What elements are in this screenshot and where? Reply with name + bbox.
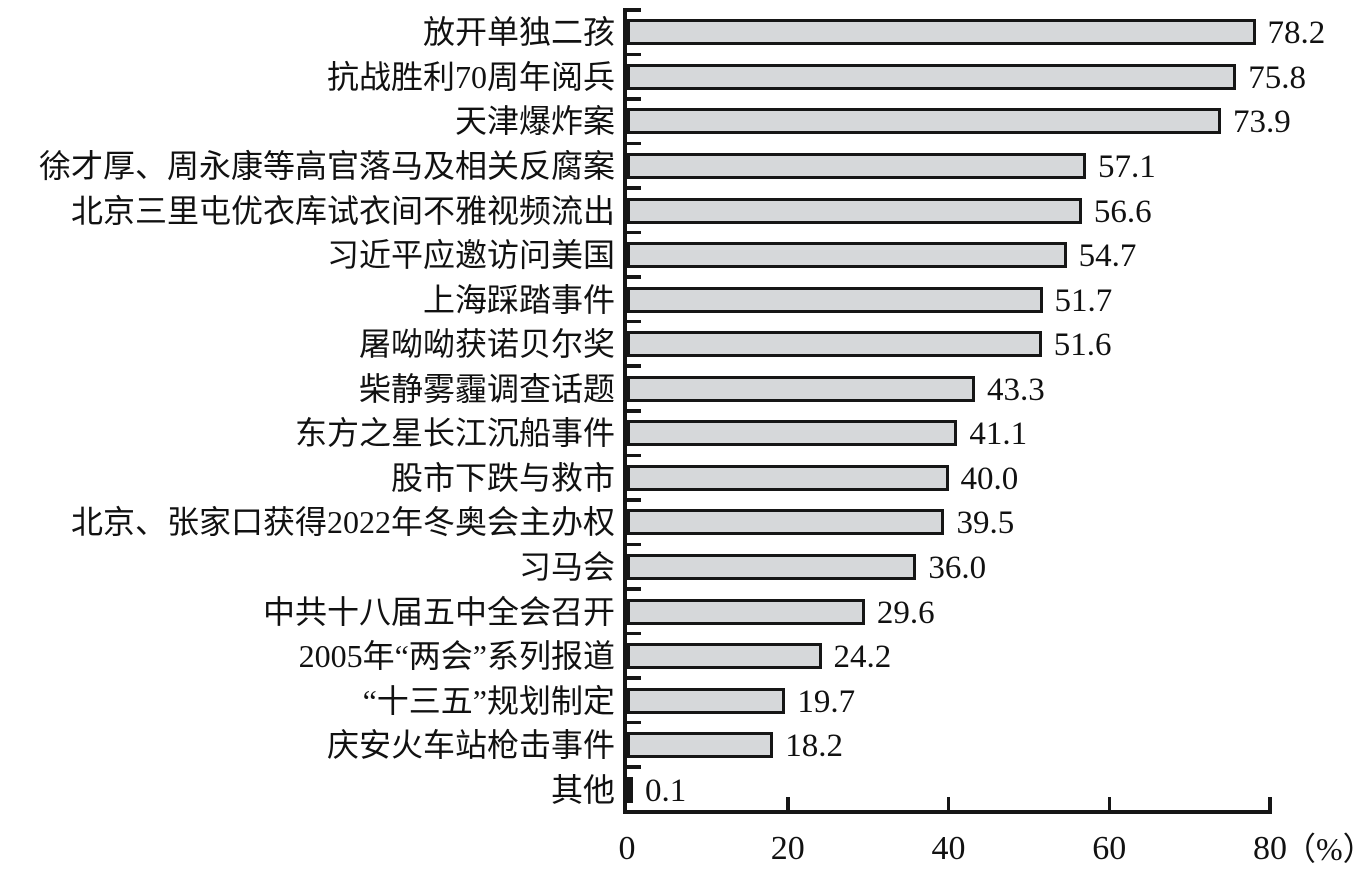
value-label: 18.2 [785, 728, 844, 765]
bar [627, 331, 1042, 358]
bar [627, 687, 786, 714]
x-axis [623, 810, 1272, 814]
category-label: 柴静雾霾调查话题 [358, 370, 615, 407]
bar [627, 197, 1082, 224]
value-label: 43.3 [987, 371, 1045, 408]
axis-unit-label: （%） [1284, 831, 1369, 867]
category-label: 放开单独二孩 [422, 14, 615, 51]
value-label: 41.1 [969, 416, 1028, 453]
value-label: 57.1 [1097, 148, 1156, 185]
value-label: 51.7 [1054, 282, 1113, 319]
value-label: 39.5 [956, 505, 1015, 542]
y-axis-tick [627, 587, 641, 591]
value-label: 78.2 [1267, 15, 1326, 52]
category-label: 2005年“两会”系列报道 [298, 638, 615, 675]
category-label: 庆安火车站枪击事件 [326, 727, 615, 764]
bar [627, 286, 1043, 313]
value-label: 24.2 [833, 639, 892, 676]
bar [627, 464, 949, 491]
value-label: 40.0 [960, 460, 1019, 497]
category-label: 东方之星长江沉船事件 [294, 415, 615, 452]
category-label: 徐才厚、周永康等高官落马及相关反腐案 [38, 147, 615, 184]
value-label: 73.9 [1232, 104, 1291, 141]
value-label: 56.6 [1093, 193, 1152, 230]
x-tick-label: 40 [931, 830, 966, 867]
bar [627, 509, 945, 536]
category-label: 天津爆炸案 [454, 103, 615, 140]
value-label: 54.7 [1078, 238, 1137, 275]
category-label: 股市下跌与救市 [390, 459, 615, 496]
value-label: 0.1 [645, 772, 687, 809]
value-label: 51.6 [1053, 327, 1112, 364]
y-axis-tick [627, 498, 641, 502]
bar [627, 19, 1256, 46]
y-axis-tick [627, 720, 641, 725]
category-label: 抗战胜利70周年阅兵 [326, 58, 615, 95]
value-label: 75.8 [1248, 59, 1306, 96]
bar [627, 63, 1237, 90]
x-tick-label: 80 [1253, 830, 1287, 867]
y-axis-tick [627, 141, 641, 146]
y-axis-tick [627, 319, 641, 324]
bar [627, 420, 958, 447]
bar [627, 732, 774, 759]
category-label: 习近平应邀访问美国 [326, 237, 615, 274]
bar [627, 375, 976, 402]
category-label: 上海踩踏事件 [422, 281, 615, 318]
bar [627, 598, 865, 625]
bar [627, 553, 917, 580]
bar [627, 108, 1221, 135]
x-axis-tick [786, 797, 790, 810]
x-tick-label: 20 [770, 830, 805, 867]
value-label: 19.7 [797, 683, 856, 720]
x-tick-label: 60 [1092, 830, 1127, 867]
y-axis-tick [627, 364, 641, 368]
y-axis-tick [627, 8, 641, 12]
category-label: 北京、张家口获得2022年冬奥会主办权 [70, 504, 615, 541]
y-axis-tick [627, 409, 641, 413]
y-axis-tick [627, 631, 641, 636]
y-axis-tick [627, 52, 641, 57]
y-axis [623, 8, 627, 814]
category-label: 中共十八届五中全会召开 [262, 593, 615, 630]
bar [627, 643, 822, 670]
bar [627, 776, 633, 803]
value-label: 36.0 [928, 549, 987, 586]
category-label: “十三五”规划制定 [362, 682, 615, 719]
y-axis-tick [627, 542, 641, 547]
y-axis-tick [627, 97, 641, 101]
y-axis-tick [627, 230, 641, 235]
x-tick-label: 0 [618, 830, 636, 867]
y-axis-tick [627, 453, 641, 458]
y-axis-tick [627, 676, 641, 680]
category-label: 北京三里屯优衣库试衣间不雅视频流出 [70, 192, 615, 229]
bar [627, 242, 1067, 269]
y-axis-tick [627, 186, 641, 190]
category-label: 屠呦呦获诺贝尔奖 [358, 326, 615, 363]
category-label: 习马会 [518, 548, 615, 585]
x-axis-tick [946, 797, 951, 810]
bar [627, 152, 1086, 179]
x-axis-tick [1268, 797, 1272, 810]
x-axis-tick [1107, 797, 1111, 810]
y-axis-tick [627, 765, 641, 769]
category-label: 其他 [550, 771, 615, 808]
value-label: 29.6 [876, 594, 935, 631]
y-axis-tick [627, 275, 641, 279]
